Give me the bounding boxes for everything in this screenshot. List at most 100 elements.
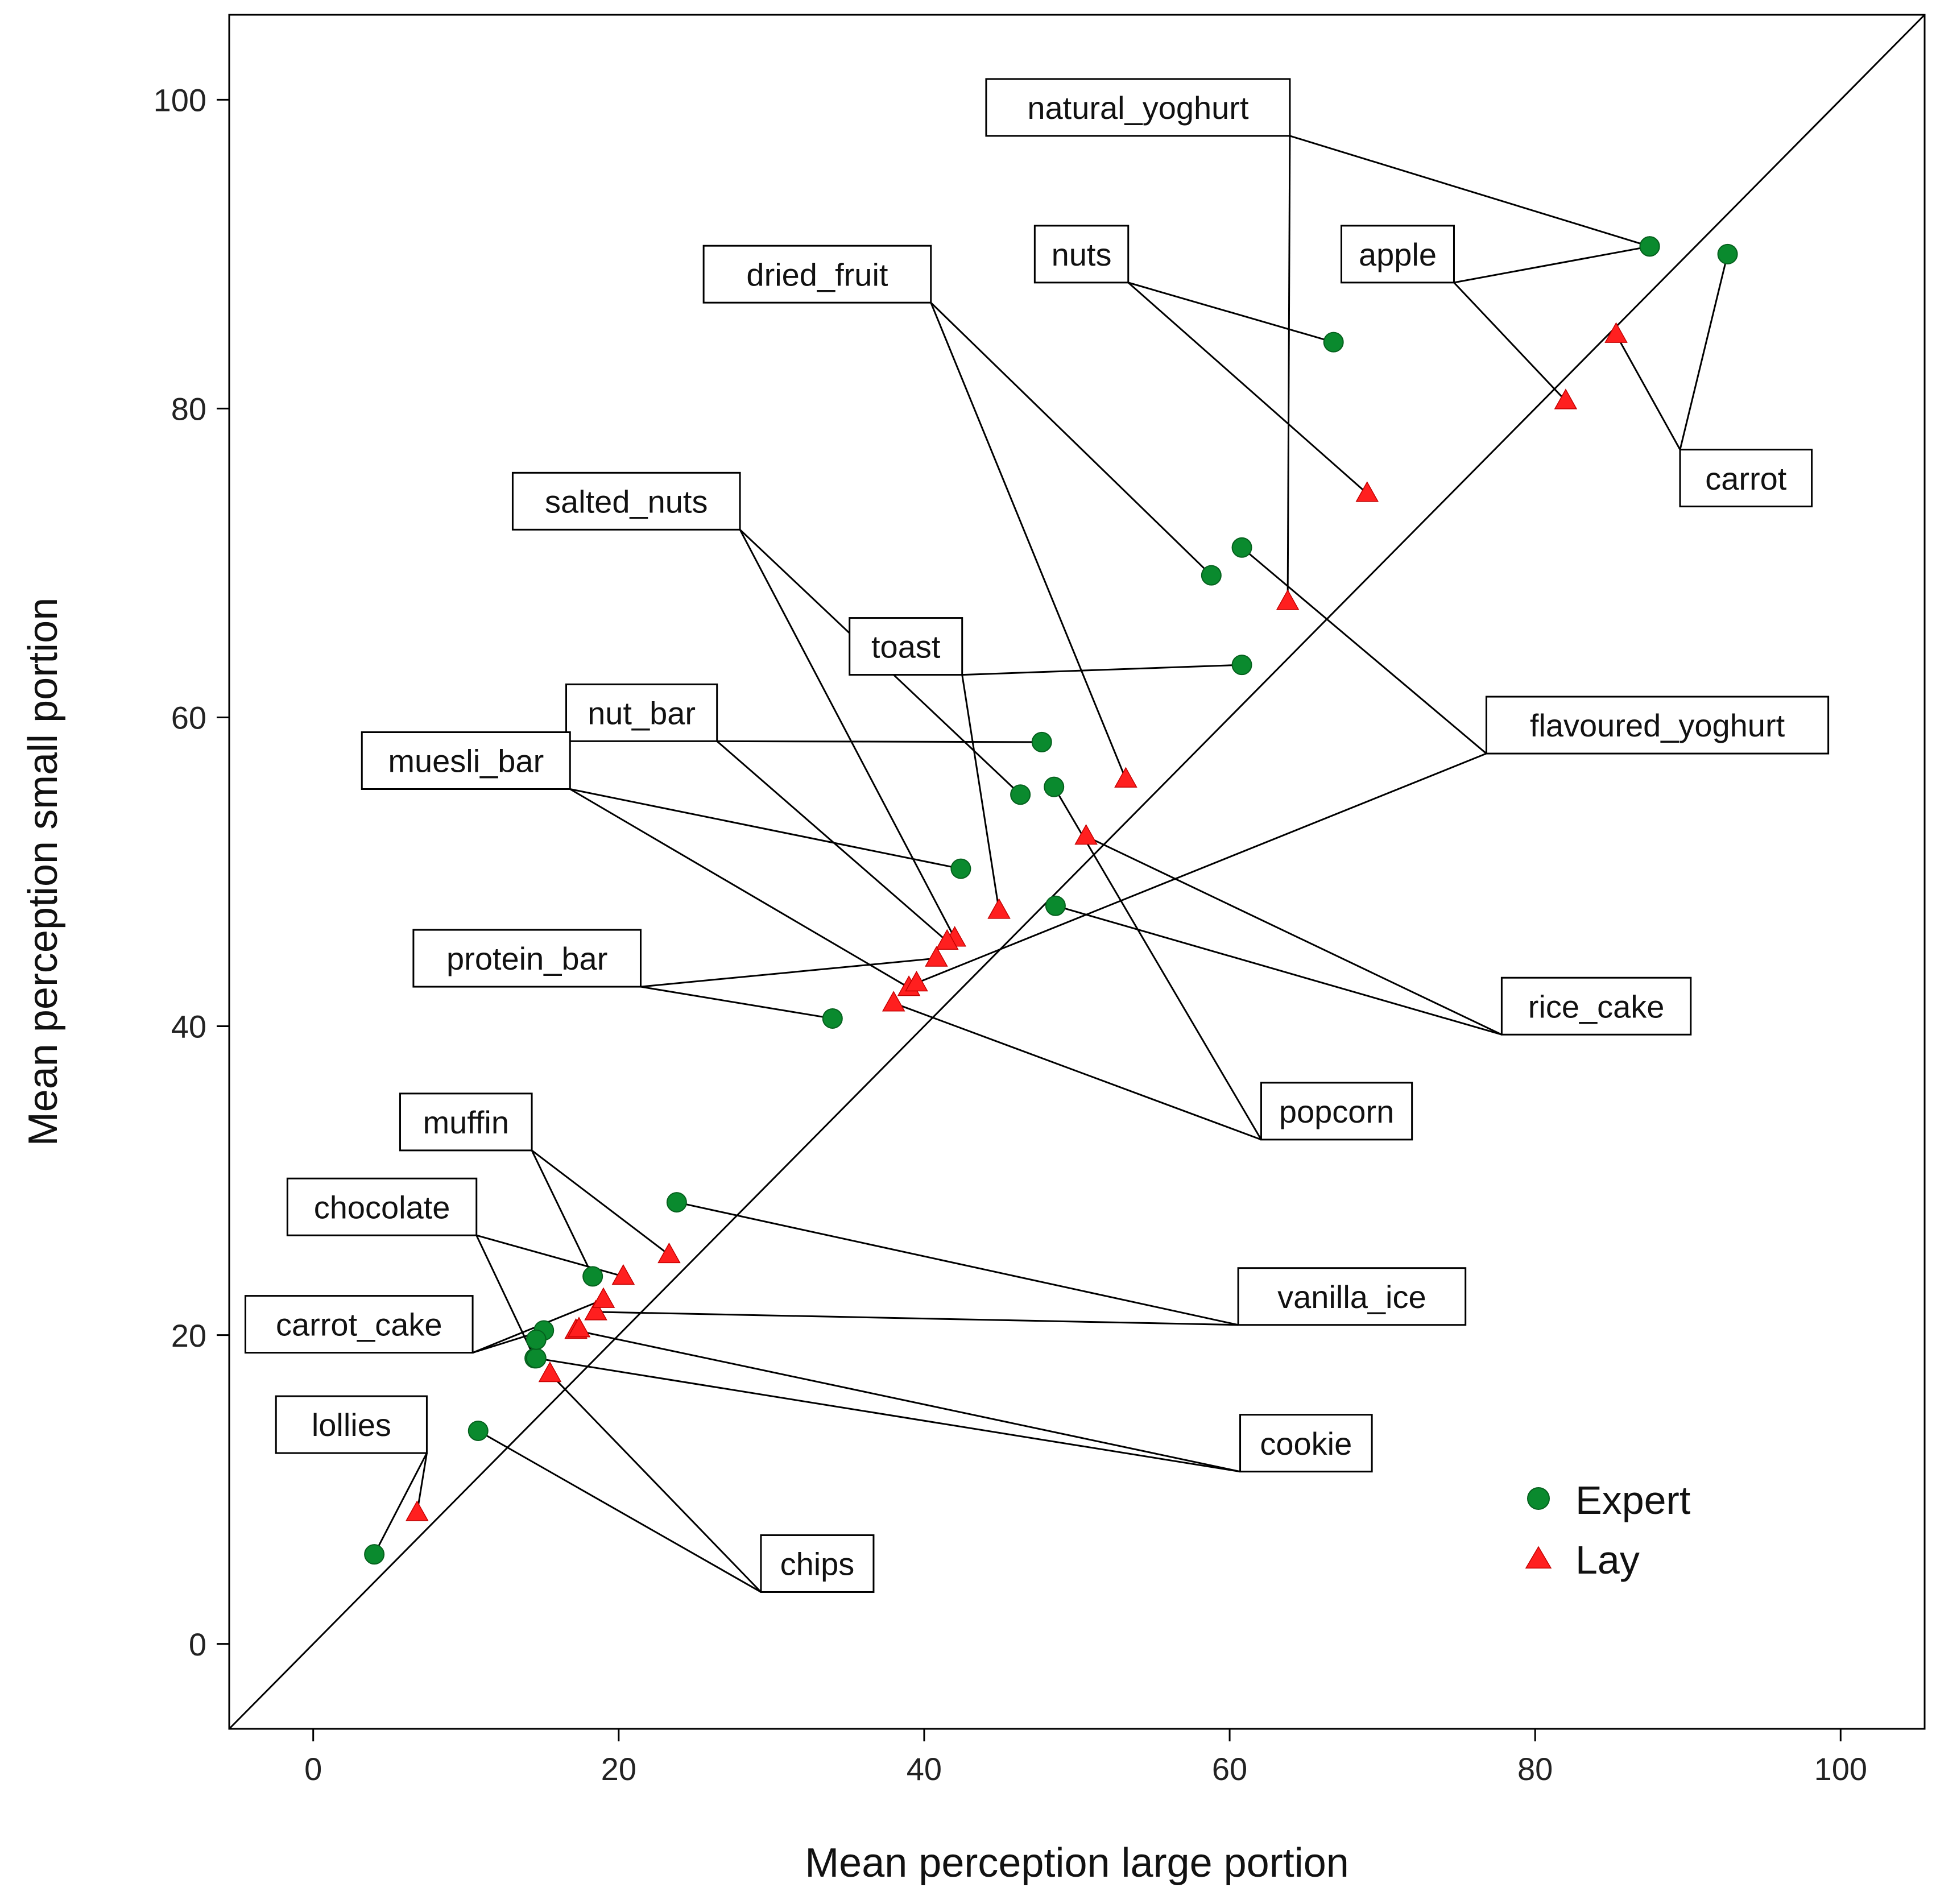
leader-line-lay-muffin: [531, 1149, 670, 1256]
axes-group: 0 20 40 60 80 100 0 20 40 60 80 100 Mean perception …: [20, 14, 1926, 1886]
expert-point-nut-bar: [1031, 731, 1052, 752]
label-protein-bar: protein_bar: [412, 929, 642, 988]
leader-line-expert-flavoured-yoghurt: [1241, 547, 1487, 755]
lay-point-chips: [538, 1361, 562, 1383]
expert-point-muffin: [582, 1266, 603, 1287]
label-chips: chips: [760, 1534, 875, 1593]
label-vanilla-ice: vanilla_ice: [1237, 1267, 1467, 1326]
y-tick-label: 20: [171, 1318, 206, 1354]
x-tick-label: 40: [907, 1751, 942, 1787]
leader-line-lay-natural-yoghurt: [1286, 135, 1291, 602]
reference-diagonal-line: [228, 14, 1926, 1730]
legend-label: Expert: [1575, 1478, 1690, 1522]
lay-point-muffin: [657, 1242, 681, 1264]
label-text: flavoured_yoghurt: [1530, 707, 1785, 743]
label-salted-nuts: salted_nuts: [511, 471, 741, 531]
lay-point-dried-fruit: [1114, 767, 1137, 788]
leader-line-lay-cookie: [576, 1329, 1240, 1473]
x-tick-label: 80: [1517, 1751, 1553, 1787]
label-flavoured-yoghurt: flavoured_yoghurt: [1485, 696, 1830, 755]
label-text: dried_fruit: [746, 256, 888, 292]
expert-point-salted-nuts: [1010, 784, 1031, 805]
x-tick-label: 60: [1212, 1751, 1247, 1787]
label-muesli-bar: muesli_bar: [361, 731, 571, 790]
expert-point-apple: [1639, 236, 1660, 257]
x-tick-label: 100: [1814, 1751, 1867, 1787]
label-box: [361, 731, 571, 790]
expert-point-lollies: [364, 1544, 385, 1565]
leader-line-lay-flavoured-yoghurt: [916, 752, 1487, 984]
label-text: nut_bar: [588, 695, 696, 731]
expert-point-flavoured-yoghurt: [1231, 537, 1252, 558]
legend-item-lay: Lay: [1525, 1538, 1640, 1582]
lay-point-flavoured-yoghurt: [905, 970, 928, 992]
y-axis-title: Mean perception small portion: [20, 598, 66, 1146]
expert-point-chips: [468, 1420, 489, 1441]
label-toast: toast: [849, 617, 963, 676]
expert-point-toast: [1231, 655, 1252, 676]
label-text: muesli_bar: [388, 743, 544, 779]
leader-line-lay-toast: [961, 674, 1000, 911]
y-tick-label: 0: [189, 1626, 206, 1662]
lay-point-nuts: [1355, 481, 1379, 502]
label-box: [702, 245, 932, 304]
y-tick-label: 80: [171, 391, 206, 427]
leader-line-lay-apple: [1453, 282, 1566, 402]
label-box: [399, 1092, 533, 1152]
leader-line-lay-nuts: [1127, 282, 1368, 494]
expert-point-carrot: [1717, 243, 1738, 264]
leader-line-lay-carrot: [1615, 334, 1681, 450]
leader-line-expert-apple: [1454, 245, 1650, 284]
leader-line-lay-nut-bar: [716, 740, 948, 942]
label-rice-cake: rice_cake: [1500, 976, 1692, 1036]
leader-line-expert-muffin: [531, 1150, 594, 1277]
label-text: vanilla_ice: [1277, 1279, 1426, 1315]
leader-line-expert-muesli-bar: [569, 788, 961, 870]
leader-line-expert-vanilla-ice: [676, 1201, 1239, 1326]
label-box: [1679, 449, 1813, 508]
x-tick-label: 0: [304, 1751, 322, 1787]
legend-item-expert: Expert: [1527, 1478, 1690, 1522]
leader-line-expert-protein-bar: [640, 986, 833, 1020]
expert-point-rice-cake: [1045, 895, 1066, 916]
label-apple: apple: [1340, 225, 1455, 284]
label-box: [1239, 1414, 1373, 1473]
label-box: [511, 471, 741, 531]
label-carrot-cake: carrot_cake: [244, 1295, 474, 1354]
legend-marker-triangle: [1525, 1546, 1552, 1569]
lay-point-toast: [987, 898, 1011, 919]
label-text: toast: [871, 629, 941, 665]
y-tick-label: 60: [171, 700, 206, 736]
leader-line-lay-popcorn: [893, 1002, 1261, 1141]
label-text: salted_nuts: [545, 483, 708, 519]
y-tick-label: 100: [154, 82, 206, 118]
leader-line-lay-chips: [549, 1373, 762, 1593]
label-box: [275, 1395, 428, 1454]
label-text: carrot: [1705, 461, 1787, 496]
label-nut-bar: nut_bar: [565, 683, 718, 742]
leader-line-expert-lollies: [373, 1452, 428, 1555]
label-text: apple: [1359, 237, 1437, 272]
lay-point-apple: [1554, 388, 1578, 409]
label-nuts: nuts: [1033, 225, 1130, 284]
lay-point-popcorn: [882, 991, 905, 1012]
lay-point-carrot-cake: [591, 1287, 615, 1308]
label-text: carrot_cake: [276, 1307, 442, 1343]
lay-point-nut-bar: [935, 929, 959, 950]
label-text: rice_cake: [1528, 988, 1665, 1024]
leader-line-expert-dried-fruit: [930, 302, 1212, 576]
label-muffin: muffin: [399, 1092, 533, 1152]
lay-point-lollies: [406, 1500, 429, 1521]
lay-point-extra-1: [567, 1317, 591, 1338]
x-tick-label: 20: [601, 1751, 636, 1787]
label-lollies: lollies: [275, 1395, 428, 1454]
leader-line-lay-lollies: [416, 1452, 428, 1513]
leader-line-expert-nut-bar: [717, 740, 1042, 743]
leader-line-expert-nuts: [1128, 282, 1334, 343]
leader-line-lay-dried-fruit: [930, 302, 1127, 780]
points-group: [364, 236, 1738, 1565]
plot-frame: [228, 14, 1926, 1730]
lay-point-natural-yoghurt: [1276, 589, 1300, 610]
label-text: muffin: [423, 1104, 509, 1140]
